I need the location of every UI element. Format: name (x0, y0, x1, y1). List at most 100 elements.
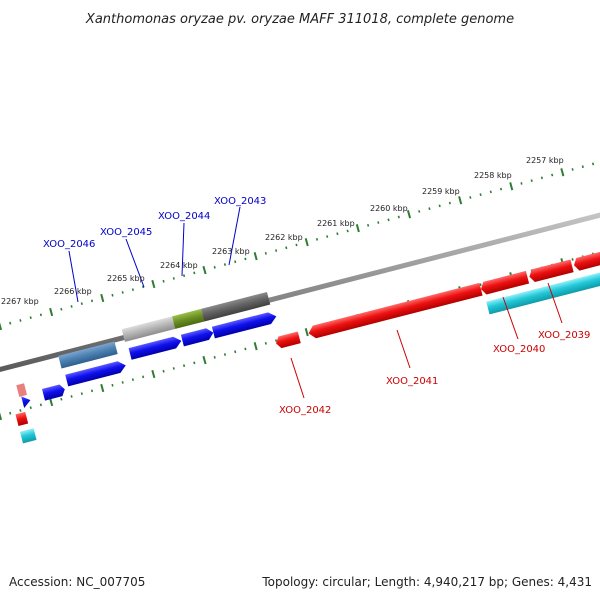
ruler-minor-tick (275, 339, 278, 342)
ruler-minor-tick (336, 232, 339, 236)
ruler-minor-tick (428, 207, 431, 211)
gene-track (15, 247, 600, 444)
ruler-minor-tick (111, 293, 114, 297)
ruler-minor-tick (264, 251, 267, 255)
ruler-major-tick (560, 168, 565, 177)
ruler-minor-tick (39, 403, 42, 407)
ruler-minor-tick (172, 277, 175, 280)
ruler-minor-tick (499, 187, 503, 191)
gene-label-XOO_2043[interactable]: XOO_2043 (214, 196, 266, 207)
feature-arrow-forward[interactable] (21, 394, 32, 408)
ruler-major-tick (202, 355, 207, 365)
ruler-minor-tick (70, 305, 73, 308)
ruler-minor-tick (162, 279, 165, 283)
gene-XOO_2043-body[interactable] (201, 291, 271, 322)
ruler-minor-tick (581, 165, 584, 169)
ruler-major-tick (458, 196, 463, 205)
ruler-minor-tick (223, 263, 227, 266)
gene-label-XOO_2039[interactable]: XOO_2039 (538, 330, 590, 341)
ruler-minor-tick (234, 350, 237, 354)
ruler-minor-tick (223, 353, 227, 356)
cds-arrow-forward[interactable] (211, 311, 278, 339)
ruler-minor-tick (29, 406, 32, 410)
ruler-major-tick (304, 238, 309, 247)
gene-label-XOO_2046[interactable]: XOO_2046 (43, 239, 95, 250)
ruler-major-tick (100, 293, 105, 303)
ruler-minor-tick (438, 204, 441, 208)
gene-XOO_2044-body[interactable] (172, 308, 205, 329)
ruler-minor-tick (19, 319, 22, 322)
kbp-label: 2264 kbp (160, 261, 198, 270)
ruler-minor-tick (213, 355, 216, 359)
ruler-major-tick (355, 224, 360, 233)
chromosome-backbone (0, 212, 600, 373)
partial-feature[interactable] (15, 411, 29, 426)
partial-feature[interactable] (16, 383, 28, 397)
ruler-minor-tick (80, 302, 83, 306)
ruler-minor-tick (193, 271, 196, 275)
ruler-minor-tick (448, 201, 451, 205)
ruler-minor-tick (142, 375, 145, 379)
kbp-label: 2259 kbp (422, 187, 460, 196)
kbp-label: 2263 kbp (212, 247, 250, 256)
ruler-minor-tick (244, 257, 247, 261)
ruler-minor-tick (479, 283, 482, 287)
feature-arrow-forward[interactable] (42, 383, 66, 401)
ruler-minor-tick (285, 246, 288, 250)
ruler-minor-tick (275, 249, 278, 252)
scale-labels: 2257 kbp 2258 kbp 2259 kbp 2260 kbp 2261… (1, 156, 564, 306)
ruler-minor-tick (367, 223, 370, 227)
ruler-minor-tick (489, 190, 492, 194)
ruler-minor-tick (387, 218, 390, 222)
gene-label-XOO_2044[interactable]: XOO_2044 (158, 211, 210, 222)
cds-arrow-forward[interactable] (180, 327, 215, 347)
gene-XOO_2046-body[interactable] (58, 341, 118, 369)
kbp-label: 2257 kbp (526, 156, 564, 165)
ruler-minor-tick (172, 367, 175, 370)
gene-label-XOO_2041[interactable]: XOO_2041 (386, 376, 438, 387)
accession-text: Accession: NC_007705 (9, 575, 145, 589)
gene-XOO_2039-arrow[interactable] (572, 247, 600, 272)
gene-label-XOO_2045[interactable]: XOO_2045 (100, 227, 152, 238)
kbp-label: 2261 kbp (317, 219, 355, 228)
ruler-minor-tick (60, 397, 63, 401)
ruler-minor-tick (397, 215, 400, 219)
ruler-minor-tick (90, 389, 94, 393)
kbp-label: 2265 kbp (107, 274, 145, 283)
ruler-minor-tick (131, 288, 134, 292)
ruler-minor-tick (591, 162, 595, 166)
gene-label-XOO_2042[interactable]: XOO_2042 (279, 405, 331, 416)
ruler-major-tick (100, 383, 105, 393)
ruler-minor-tick (213, 265, 216, 269)
ruler-major-tick (151, 279, 156, 289)
kbp-label: 2260 kbp (370, 204, 408, 213)
ruler-major-tick (304, 328, 309, 337)
ruler-minor-tick (142, 285, 145, 289)
cds-arrow-forward[interactable] (128, 335, 183, 360)
gene-label-XOO_2040[interactable]: XOO_2040 (493, 344, 545, 355)
ruler-minor-tick (530, 179, 533, 183)
ruler-minor-tick (295, 243, 298, 247)
gene-XOO_2040-arrow[interactable] (479, 270, 530, 296)
partial-feature[interactable] (19, 428, 37, 444)
ruler-minor-tick (9, 411, 12, 415)
ruler-major-tick (253, 252, 258, 261)
ruler-minor-tick (479, 193, 482, 197)
cds-arrow-reverse[interactable] (528, 259, 574, 283)
ruler-minor-tick (193, 361, 196, 365)
gene-XOO_2040-body[interactable] (486, 266, 600, 315)
ruler-major-tick (509, 182, 514, 191)
ruler-minor-tick (326, 235, 329, 238)
ruler-minor-tick (264, 341, 267, 345)
ruler-minor-tick (182, 274, 186, 278)
gene-XOO_2042-arrow[interactable] (275, 331, 301, 350)
ruler-major-tick (253, 342, 258, 351)
gene-XOO_2045-body[interactable] (121, 316, 176, 342)
cds-arrow-forward[interactable] (65, 360, 127, 387)
gene-labels: XOO_2046 XOO_2045 XOO_2044 XOO_2043 XOO_… (43, 196, 590, 416)
label-leaders (68, 206, 563, 399)
gene-XOO_2041-arrow[interactable] (307, 282, 483, 340)
ruler-major-tick (49, 307, 54, 317)
ruler-major-tick (151, 369, 156, 379)
